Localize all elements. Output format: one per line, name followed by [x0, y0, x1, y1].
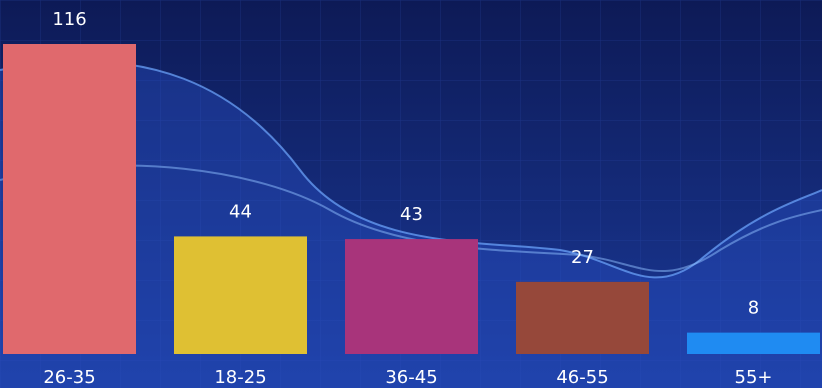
value-label: 44: [229, 201, 252, 222]
bar: [687, 332, 820, 354]
bar: [174, 236, 307, 354]
bar: [516, 281, 649, 354]
x-tick-label: 26-35: [43, 367, 95, 388]
x-tick-label: 46-55: [556, 367, 608, 388]
bar: [3, 44, 136, 354]
value-label: 116: [52, 9, 86, 30]
x-tick-label: 18-25: [214, 367, 266, 388]
x-tick-label: 36-45: [385, 367, 437, 388]
value-label: 8: [748, 298, 759, 319]
value-label: 27: [571, 247, 594, 268]
value-label: 43: [400, 204, 423, 225]
x-tick-label: 55+: [735, 367, 773, 388]
bar: [345, 239, 478, 354]
